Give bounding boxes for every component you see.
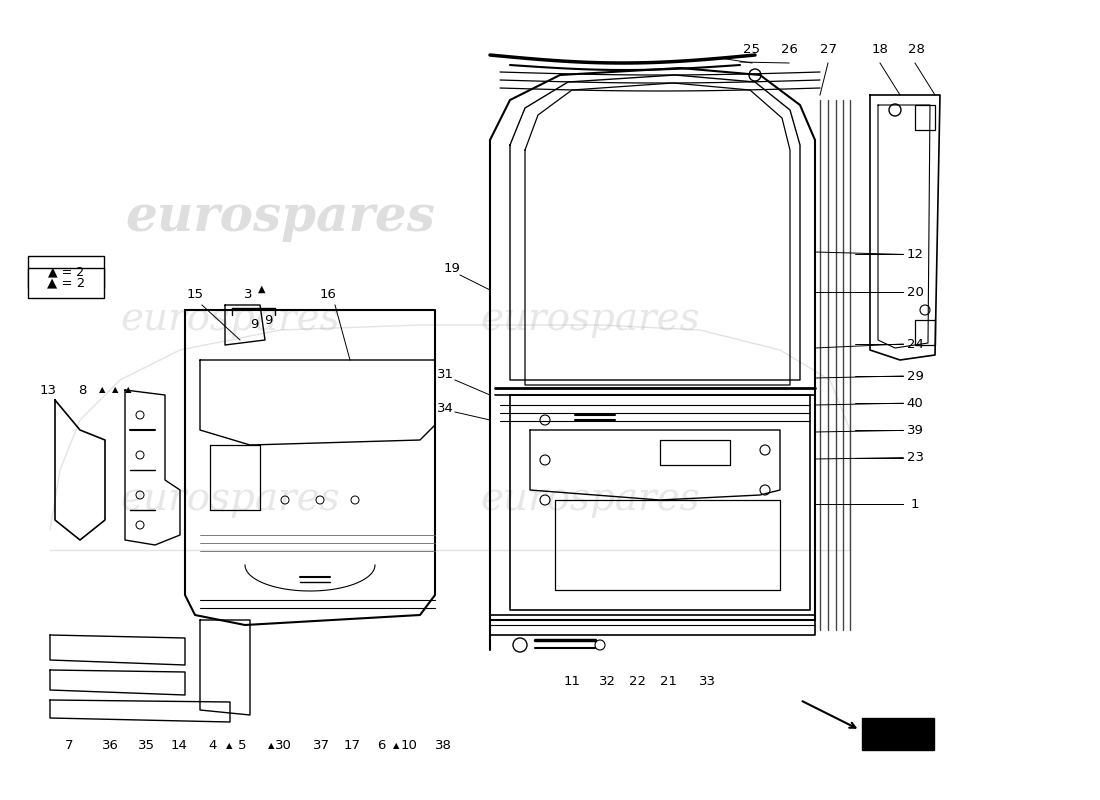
Text: 29: 29	[906, 370, 924, 382]
Text: 15: 15	[187, 289, 204, 302]
Text: 1: 1	[911, 498, 920, 510]
Text: ▲: ▲	[226, 741, 232, 750]
Text: eurospares: eurospares	[481, 482, 700, 518]
Text: 11: 11	[563, 675, 581, 688]
Text: ▲: ▲	[393, 741, 399, 750]
Text: 31: 31	[437, 369, 453, 382]
Text: eurospares: eurospares	[120, 302, 340, 338]
Text: eurospares: eurospares	[481, 302, 700, 338]
Text: 12: 12	[906, 248, 924, 261]
Text: eurospares: eurospares	[120, 482, 340, 518]
Text: 7: 7	[65, 739, 74, 752]
Text: 35: 35	[138, 739, 155, 752]
Text: 28: 28	[908, 43, 925, 56]
Text: 20: 20	[906, 286, 924, 298]
Text: 18: 18	[871, 43, 889, 56]
Text: 24: 24	[906, 338, 924, 350]
FancyBboxPatch shape	[862, 718, 934, 750]
Text: 25: 25	[742, 43, 760, 56]
Text: 19: 19	[443, 262, 461, 274]
Text: 21: 21	[660, 675, 678, 688]
Text: 36: 36	[101, 739, 119, 752]
Text: 3: 3	[244, 289, 252, 302]
Text: 4: 4	[208, 739, 217, 752]
Text: 17: 17	[343, 739, 361, 752]
Text: 14: 14	[170, 739, 188, 752]
Text: eurospares: eurospares	[125, 194, 434, 242]
Text: 22: 22	[629, 675, 647, 688]
Text: 10: 10	[400, 739, 418, 752]
Text: 23: 23	[906, 451, 924, 464]
Text: 26: 26	[781, 43, 799, 56]
Text: ▲ = 2: ▲ = 2	[48, 266, 84, 278]
Text: 32: 32	[598, 675, 616, 688]
Text: 40: 40	[906, 397, 924, 410]
Text: ▲: ▲	[112, 386, 119, 394]
Text: 38: 38	[434, 739, 452, 752]
Text: ▲: ▲	[267, 741, 274, 750]
Text: 9: 9	[264, 314, 272, 326]
Text: 37: 37	[312, 739, 330, 752]
Text: 6: 6	[377, 739, 386, 752]
FancyBboxPatch shape	[28, 268, 105, 298]
Text: 8: 8	[78, 383, 86, 397]
Text: 27: 27	[820, 43, 837, 56]
Text: 5: 5	[238, 739, 246, 752]
Text: ▲: ▲	[258, 284, 266, 294]
Text: 30: 30	[275, 739, 293, 752]
Text: ▲ = 2: ▲ = 2	[47, 277, 85, 290]
Text: ▲: ▲	[99, 386, 106, 394]
Text: 39: 39	[906, 424, 924, 437]
Text: ▲: ▲	[124, 386, 131, 394]
Text: 33: 33	[698, 675, 716, 688]
FancyBboxPatch shape	[28, 256, 105, 288]
Text: 13: 13	[40, 383, 56, 397]
Text: 9: 9	[250, 318, 258, 331]
Text: 16: 16	[320, 289, 337, 302]
Text: 34: 34	[437, 402, 453, 414]
